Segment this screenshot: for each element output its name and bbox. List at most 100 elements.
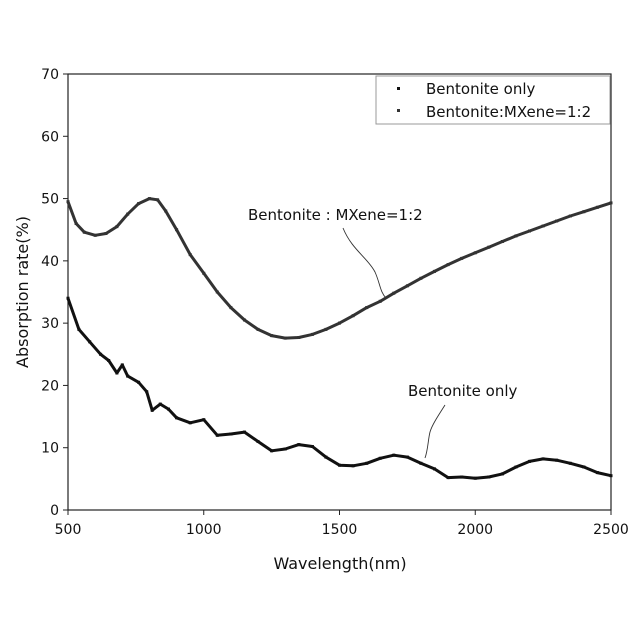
plot-area	[68, 74, 611, 510]
data-point	[392, 454, 395, 457]
data-point	[67, 297, 70, 300]
data-point	[270, 334, 273, 337]
y-tick-label: 20	[41, 378, 59, 394]
data-point	[501, 240, 504, 243]
data-point	[324, 456, 327, 459]
data-point	[202, 272, 205, 275]
data-point	[569, 462, 572, 465]
data-point	[126, 375, 129, 378]
y-tick-label: 60	[41, 129, 59, 145]
data-point	[365, 306, 368, 309]
data-point	[284, 337, 287, 340]
legend-label-mxene: Bentonite:MXene=1:2	[426, 103, 591, 121]
data-point	[582, 466, 585, 469]
series-layer	[67, 197, 613, 480]
y-tick-label: 0	[50, 503, 59, 519]
y-axis-title: Absorption rate(%)	[13, 216, 32, 368]
data-point	[542, 225, 545, 228]
x-tick-label: 500	[55, 522, 82, 538]
data-point	[159, 403, 162, 406]
data-point	[555, 459, 558, 462]
data-point	[311, 445, 314, 448]
data-point	[189, 421, 192, 424]
annotation-mxene-leader	[343, 228, 386, 298]
data-point	[137, 202, 140, 205]
data-point	[311, 333, 314, 336]
data-point	[379, 457, 382, 460]
data-point	[515, 466, 518, 469]
data-point	[338, 464, 341, 467]
data-point	[156, 198, 159, 201]
axis-ticks: 5001000150020002500010203040506070	[41, 67, 629, 538]
y-tick-label: 40	[41, 254, 59, 270]
y-tick-label: 70	[41, 67, 59, 83]
data-point	[99, 353, 102, 356]
data-point	[88, 340, 91, 343]
data-point	[107, 359, 110, 362]
data-point	[528, 460, 531, 463]
annotation-mxene: Bentonite : MXene=1:2	[248, 206, 423, 298]
data-point	[474, 477, 477, 480]
data-point	[83, 231, 86, 234]
y-tick-label: 30	[41, 316, 59, 332]
data-point	[216, 434, 219, 437]
annotation-bentonite-label: Bentonite only	[408, 382, 517, 400]
data-point	[610, 474, 613, 477]
data-point	[338, 322, 341, 325]
data-point	[447, 263, 450, 266]
data-point	[365, 462, 368, 465]
y-tick-label: 10	[41, 441, 59, 457]
data-point	[433, 270, 436, 273]
data-point	[392, 292, 395, 295]
data-point	[115, 225, 118, 228]
data-point	[202, 418, 205, 421]
data-point	[419, 462, 422, 465]
y-tick-label: 50	[41, 192, 59, 208]
data-point	[610, 201, 613, 204]
data-point	[447, 476, 450, 479]
data-point	[229, 433, 232, 436]
data-point	[77, 328, 80, 331]
data-point	[121, 363, 124, 366]
data-point	[582, 210, 585, 213]
data-point	[145, 390, 148, 393]
data-point	[487, 476, 490, 479]
x-axis-title: Wavelength(nm)	[273, 554, 406, 573]
data-point	[528, 230, 531, 233]
legend-marker-mxene	[397, 109, 400, 112]
data-point	[137, 381, 140, 384]
data-point	[257, 440, 260, 443]
data-point	[284, 448, 287, 451]
data-point	[243, 319, 246, 322]
data-point	[542, 457, 545, 460]
plot-frame	[68, 74, 611, 510]
data-point	[167, 408, 170, 411]
data-point	[555, 220, 558, 223]
legend-label-bentonite: Bentonite only	[426, 80, 535, 98]
data-point	[75, 222, 78, 225]
data-point	[175, 416, 178, 419]
data-point	[569, 215, 572, 218]
data-point	[164, 210, 167, 213]
data-point	[148, 197, 151, 200]
legend-marker-bentonite	[397, 87, 400, 90]
annotation-mxene-label: Bentonite : MXene=1:2	[248, 206, 423, 224]
x-tick-label: 1000	[186, 522, 222, 538]
legend: Bentonite only Bentonite:MXene=1:2	[376, 76, 610, 124]
series-line	[68, 298, 611, 478]
data-point	[515, 234, 518, 237]
data-point	[433, 467, 436, 470]
data-point	[270, 449, 273, 452]
data-point	[460, 476, 463, 479]
data-point	[474, 251, 477, 254]
x-tick-label: 1500	[322, 522, 358, 538]
x-tick-label: 2000	[457, 522, 493, 538]
legend-item-mxene: Bentonite:MXene=1:2	[397, 103, 591, 121]
data-point	[229, 306, 232, 309]
data-point	[324, 328, 327, 331]
data-point	[460, 257, 463, 260]
data-point	[126, 213, 129, 216]
data-point	[419, 277, 422, 280]
data-point	[243, 431, 246, 434]
data-point	[487, 246, 490, 249]
